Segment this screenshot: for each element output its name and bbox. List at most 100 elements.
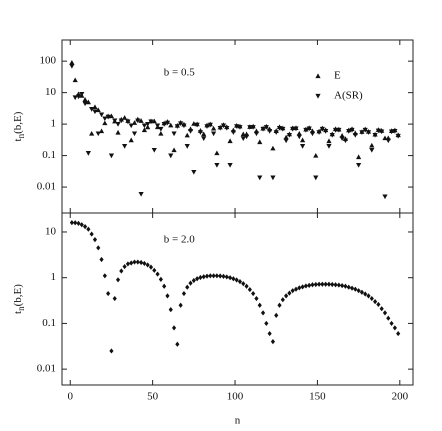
data-point <box>139 259 144 266</box>
data-point <box>187 129 194 134</box>
data-point <box>284 293 289 299</box>
data-point <box>69 220 74 226</box>
data-point <box>309 131 316 137</box>
data-point <box>392 325 397 331</box>
data-point <box>313 175 319 181</box>
data-point <box>82 101 88 107</box>
x-tick-label: 0 <box>67 391 73 403</box>
data-point <box>372 132 378 138</box>
data-point <box>194 122 200 128</box>
data-point <box>296 130 302 136</box>
data-point <box>154 123 161 129</box>
y-axis-label-rest: (b,E) <box>12 111 24 134</box>
data-point <box>369 142 375 148</box>
data-point <box>237 279 243 285</box>
data-point <box>158 276 163 282</box>
data-point <box>293 126 299 132</box>
data-point <box>290 288 295 294</box>
annotation: b = 0.5 <box>164 67 195 79</box>
data-point <box>280 297 285 303</box>
data-point <box>201 274 206 280</box>
data-point <box>214 273 219 279</box>
data-point <box>161 122 167 127</box>
y-tick-label: 10 <box>45 86 57 98</box>
data-point <box>306 126 312 132</box>
data-point <box>145 262 150 268</box>
data-point <box>168 122 174 128</box>
data-point <box>363 291 368 297</box>
data-point <box>95 107 101 113</box>
data-point <box>151 118 157 124</box>
data-point <box>273 130 279 135</box>
data-point <box>171 147 177 153</box>
data-point <box>145 122 151 127</box>
data-point <box>319 126 325 132</box>
data-point <box>283 138 289 144</box>
data-point <box>342 138 349 144</box>
data-point <box>356 154 362 160</box>
data-point <box>257 175 263 181</box>
data-point <box>168 307 173 313</box>
data-point <box>373 299 378 305</box>
data-point <box>300 284 305 290</box>
data-point <box>171 131 177 137</box>
data-point <box>353 286 358 292</box>
data-point <box>109 348 114 354</box>
data-point <box>191 121 197 126</box>
data-point <box>260 126 266 132</box>
data-point <box>303 127 309 133</box>
data-point <box>108 113 115 119</box>
y-tick-label: 0.01 <box>37 181 56 193</box>
data-point <box>99 256 104 263</box>
data-point <box>257 139 263 145</box>
data-point <box>307 282 312 288</box>
data-point <box>339 136 345 142</box>
data-point <box>122 144 128 149</box>
x-tick-label: 150 <box>309 391 326 403</box>
data-point <box>102 273 107 279</box>
data-point <box>95 131 101 137</box>
x-axis-label: n <box>235 415 241 427</box>
data-point <box>211 131 217 137</box>
data-point <box>158 130 164 136</box>
data-point <box>184 144 190 149</box>
data-point <box>85 99 91 105</box>
data-point <box>115 277 121 283</box>
data-point <box>395 133 401 139</box>
data-point <box>379 129 385 135</box>
data-point <box>352 132 358 138</box>
data-point <box>277 302 282 308</box>
data-point <box>207 122 213 128</box>
data-point <box>349 127 355 133</box>
y-tick-label: 0.01 <box>37 363 56 375</box>
data-point <box>253 131 260 137</box>
data-point <box>359 289 364 295</box>
data-point <box>323 281 328 287</box>
data-point <box>217 125 223 131</box>
data-point <box>191 169 197 175</box>
data-point <box>247 286 252 293</box>
y-axis-label: tn(b,E) <box>12 111 27 141</box>
data-point <box>135 118 141 124</box>
data-point <box>92 109 98 115</box>
data-point <box>234 277 239 283</box>
data-point <box>320 281 325 287</box>
data-point <box>227 162 233 168</box>
y-axis-label-base: t <box>12 311 24 314</box>
data-point <box>112 118 118 124</box>
data-point <box>237 125 243 130</box>
data-point <box>119 268 124 274</box>
data-point <box>240 136 246 142</box>
data-point <box>386 315 391 321</box>
data-point <box>208 273 213 279</box>
data-point <box>329 132 335 138</box>
data-point <box>75 94 82 100</box>
data-point <box>86 226 91 232</box>
data-point <box>224 125 230 131</box>
data-point <box>346 284 351 290</box>
data-point <box>241 281 246 287</box>
data-point <box>356 288 361 294</box>
data-point <box>141 123 147 129</box>
data-point <box>132 259 137 265</box>
data-point <box>340 283 345 289</box>
